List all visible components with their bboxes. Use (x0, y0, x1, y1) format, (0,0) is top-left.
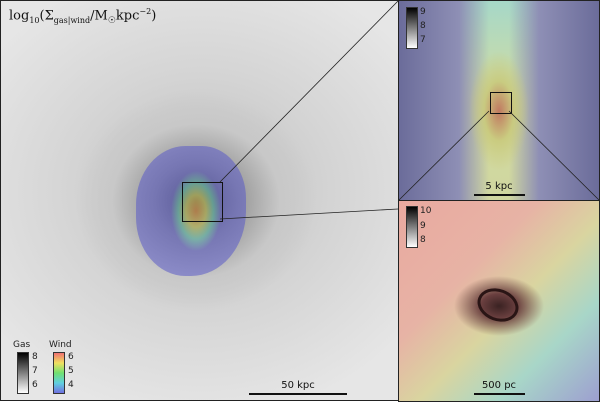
gas-legend-label: Gas (13, 340, 31, 350)
gas-colorbar (17, 352, 29, 394)
tick: 8 (420, 21, 426, 31)
zoom-panel-500pc: 10 9 8 500 pc (398, 200, 600, 402)
zoom-box (182, 182, 223, 222)
zoom-box (490, 92, 512, 114)
wind-colorbar (53, 352, 65, 394)
scale-bar (249, 393, 347, 395)
tick: 9 (420, 221, 426, 231)
tick: 7 (32, 366, 38, 376)
tick: 10 (420, 206, 432, 216)
connector-line (398, 110, 490, 201)
tick: 9 (420, 7, 426, 17)
scale-bar (474, 393, 525, 395)
colorbar (406, 7, 418, 49)
tick: 6 (32, 380, 38, 390)
wind-overlay (136, 146, 246, 276)
wind-legend-label: Wind (49, 340, 72, 350)
colorbar (406, 206, 418, 248)
tick: 8 (32, 352, 38, 362)
connector-line (219, 0, 399, 183)
tick: 5 (68, 366, 74, 376)
tick: 4 (68, 380, 74, 390)
connector-line (219, 208, 399, 220)
main-panel: log10(Σgas|wind/M☉kpc−2) 50 kpc Gas 8 7 … (0, 0, 399, 401)
scale-label: 5 kpc (485, 181, 513, 192)
scale-label: 50 kpc (281, 380, 315, 391)
tick: 8 (420, 235, 426, 245)
figure-title: log10(Σgas|wind/M☉kpc−2) (9, 7, 157, 26)
scale-label: 500 pc (481, 380, 517, 391)
scale-bar (474, 194, 525, 196)
connector-line (508, 110, 600, 201)
tick: 7 (420, 35, 426, 45)
tick: 6 (68, 352, 74, 362)
